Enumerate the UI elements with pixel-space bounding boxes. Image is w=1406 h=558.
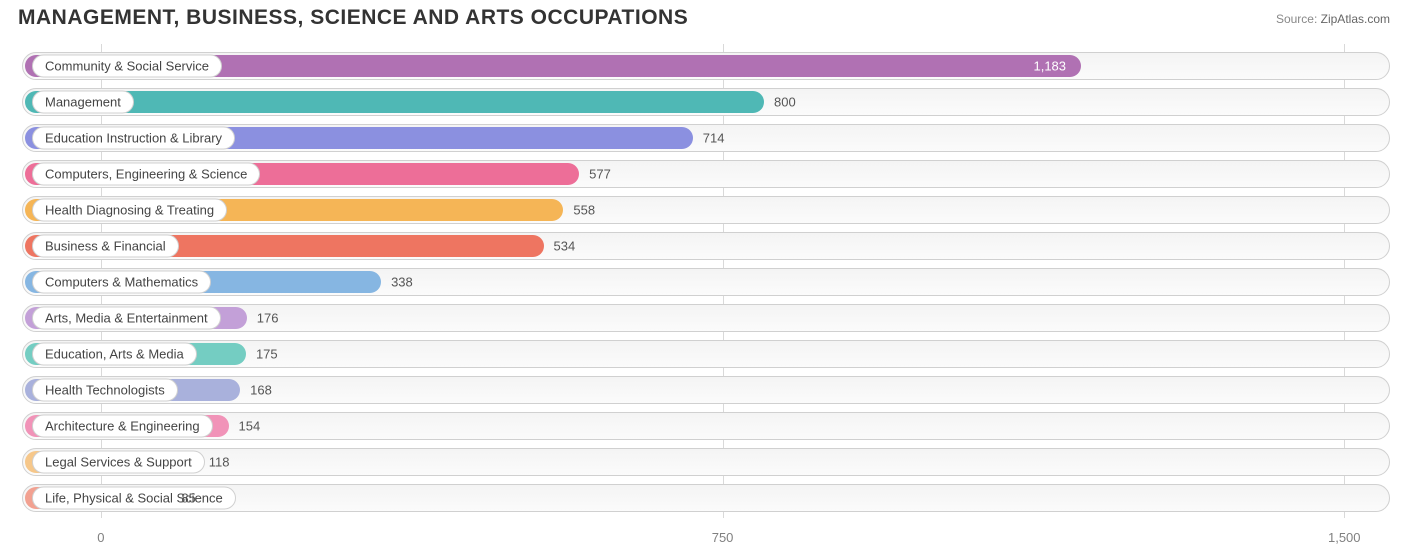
bar-row: Health Technologists 168 [18, 374, 1394, 406]
chart-plot-area: Community & Social Service 1,183 Managemen… [18, 44, 1394, 518]
bar-category-label: Education Instruction & Library [32, 127, 235, 150]
bar-row: Computers & Mathematics 338 [18, 266, 1394, 298]
bar-row: Architecture & Engineering 154 [18, 410, 1394, 442]
bar-row: Computers, Engineering & Science 577 [18, 158, 1394, 190]
bar-category-label: Computers, Engineering & Science [32, 163, 260, 186]
source-label: Source: [1276, 12, 1317, 26]
bar-row: Health Diagnosing & Treating 558 [18, 194, 1394, 226]
bar-category-label: Business & Financial [32, 235, 179, 258]
bar-value-label: 85 [181, 491, 195, 506]
bar-value-label: 118 [209, 455, 230, 470]
bar-value-label: 558 [573, 203, 595, 218]
bar-value-label: 175 [256, 347, 278, 362]
bar-row: Life, Physical & Social Science85 [18, 482, 1394, 514]
bar-category-label: Health Technologists [32, 379, 178, 402]
bar-value-label: 154 [239, 419, 261, 434]
bar-category-label: Community & Social Service [32, 55, 222, 78]
occupations-bar-chart: Community & Social Service 1,183 Managemen… [18, 44, 1394, 548]
bar-category-label: Management [32, 91, 134, 114]
bar-row: Community & Social Service 1,183 [18, 50, 1394, 82]
bar-value-label: 168 [250, 383, 272, 398]
bar-category-label: Architecture & Engineering [32, 415, 213, 438]
bar-value-label: 1,183 [1033, 59, 1066, 74]
bar-row: Legal Services & Support 118 [18, 446, 1394, 478]
x-tick-label: 750 [712, 530, 734, 545]
bar-row: Education Instruction & Library 714 [18, 122, 1394, 154]
bar-value-label: 338 [391, 275, 413, 290]
bar-row: Arts, Media & Entertainment 176 [18, 302, 1394, 334]
bar-category-label: Computers & Mathematics [32, 271, 211, 294]
bar-fill [25, 91, 764, 113]
bar-category-label: Legal Services & Support [32, 451, 205, 474]
bar-value-label: 176 [257, 311, 279, 326]
bar-category-label: Arts, Media & Entertainment [32, 307, 221, 330]
bar-row: Education, Arts & Media 175 [18, 338, 1394, 370]
chart-title: MANAGEMENT, BUSINESS, SCIENCE AND ARTS O… [18, 6, 688, 30]
bar-category-label: Life, Physical & Social Science [32, 487, 236, 510]
bar-value-label: 577 [589, 167, 611, 182]
bar-value-label: 714 [703, 131, 725, 146]
bar-value-label: 800 [774, 95, 796, 110]
x-tick-label: 1,500 [1328, 530, 1361, 545]
chart-x-axis: 0 750 1,500 [18, 524, 1394, 548]
bar-category-label: Health Diagnosing & Treating [32, 199, 227, 222]
bar-value-label: 534 [554, 239, 576, 254]
x-tick-label: 0 [97, 530, 104, 545]
bar-row: Business & Financial 534 [18, 230, 1394, 262]
bar-row: Management 800 [18, 86, 1394, 118]
bar-category-label: Education, Arts & Media [32, 343, 197, 366]
chart-source: Source: ZipAtlas.com [1276, 12, 1390, 26]
source-site: ZipAtlas.com [1321, 12, 1390, 26]
